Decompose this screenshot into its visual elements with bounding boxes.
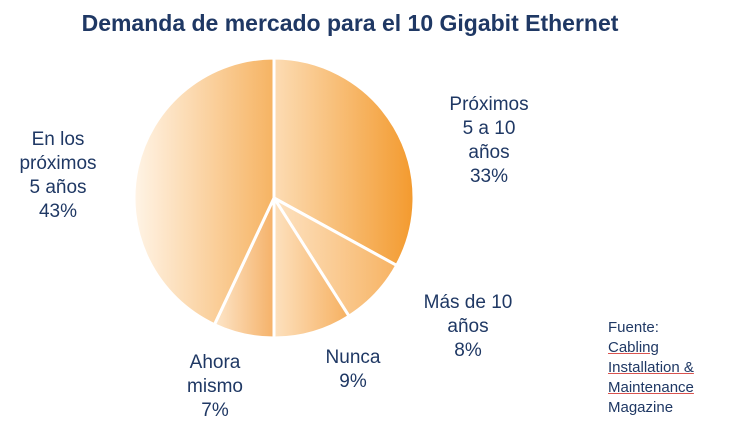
slice-value-label: 33% <box>469 166 509 187</box>
slice-label-line: mismo <box>187 376 243 397</box>
slice-label-line: Nunca <box>325 347 381 368</box>
slice-label-line: años <box>447 316 489 337</box>
pie-slice-4 <box>132 56 276 327</box>
source-line-magazine: Magazine <box>608 399 674 416</box>
source-line-installation: Installation & <box>608 359 694 376</box>
slice-label-line: Ahora <box>189 352 241 373</box>
slice-label-proximos-5-a-10: Próximos 5 a 10 años 33% <box>424 93 554 189</box>
chart-title: Demanda de mercado para el 10 Gigabit Et… <box>81 10 619 36</box>
pie-slice-0 <box>272 56 416 267</box>
slice-label-line: 5 años <box>29 177 87 198</box>
slice-label-line: En los <box>31 129 85 150</box>
slice-value-label: 43% <box>38 201 78 222</box>
source-line-cabling: Cabling <box>608 339 659 356</box>
slice-label-mas-de-10: Más de 10 años 8% <box>398 291 538 363</box>
slice-value-label: 8% <box>454 340 482 361</box>
slice-label-line: Más de 10 <box>423 292 513 313</box>
slice-label-en-los-proximos: En los próximos 5 años 43% <box>8 128 108 224</box>
source-note: Fuente: Cabling Installation & Maintenan… <box>608 318 694 418</box>
slice-value-label: 9% <box>339 371 367 392</box>
slice-label-nunca: Nunca 9% <box>303 346 403 394</box>
source-line-maintenance: Maintenance <box>608 379 694 396</box>
source-line-fuente: Fuente: <box>608 319 659 336</box>
slice-label-ahora-mismo: Ahora mismo 7% <box>160 351 270 423</box>
slice-label-line: 5 a 10 <box>462 118 516 139</box>
slice-label-line: próximos <box>19 153 97 174</box>
slice-value-label: 7% <box>201 400 229 421</box>
pie-slice-2 <box>272 196 351 340</box>
slice-label-line: Próximos <box>449 94 529 115</box>
slice-label-line: años <box>468 142 510 163</box>
